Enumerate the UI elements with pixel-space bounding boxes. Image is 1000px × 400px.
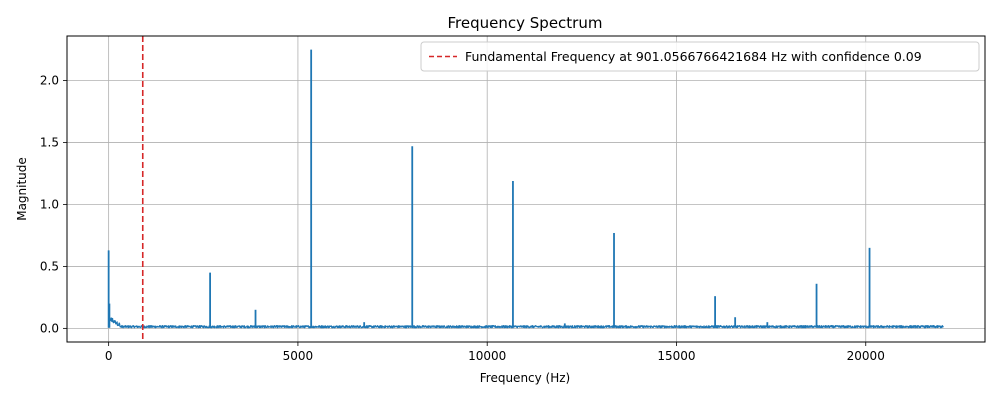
axes-frame [66,35,986,343]
x-axis-label: Frequency (Hz) [480,371,571,385]
y-axis: 0.0 0.5 1.0 1.5 2.0 [40,74,67,335]
y-tick-label: 0.0 [40,321,59,335]
y-axis-label: Magnitude [15,157,29,221]
x-axis: 0 5000 10000 15000 20000 [105,342,885,363]
x-tick-label: 15000 [657,349,695,363]
x-tick-label: 20000 [847,349,885,363]
x-tick-label: 10000 [468,349,506,363]
legend-box [420,41,980,72]
x-tick-label: 0 [105,349,113,363]
y-tick-label: 0.5 [40,259,59,273]
plot-area [107,36,944,342]
legend: Fundamental Frequency at 901.05667664216… [420,41,980,72]
x-tick-label: 5000 [283,349,314,363]
y-tick-label: 1.5 [40,136,59,150]
series-line [108,316,944,329]
legend-label-fundamental: Fundamental Frequency at 901.05667664216… [465,49,922,64]
y-tick-label: 2.0 [40,74,59,88]
grid [67,36,985,342]
chart-title: Frequency Spectrum [448,14,603,32]
y-tick-label: 1.0 [40,197,59,211]
